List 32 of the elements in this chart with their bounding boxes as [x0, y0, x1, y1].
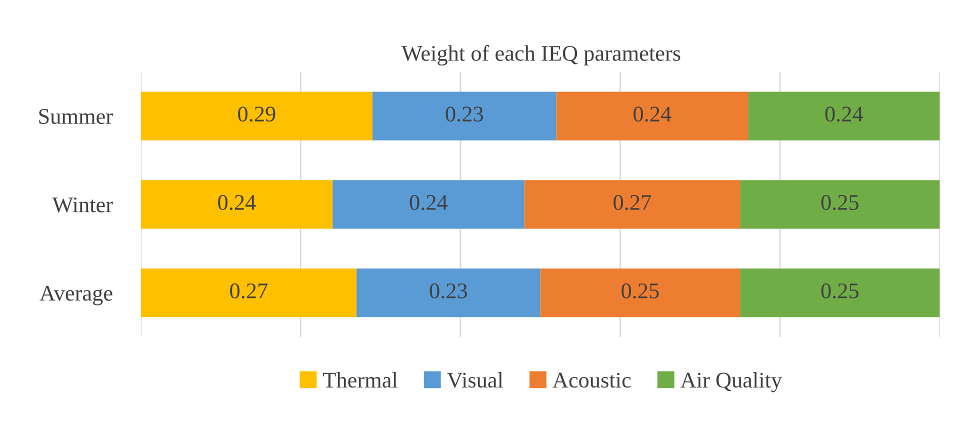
y-tick-label: Average	[40, 286, 112, 306]
bar	[140, 268, 357, 318]
bar	[748, 92, 940, 140]
bar	[356, 268, 540, 318]
y-tick-label: Summer	[39, 109, 113, 124]
bar	[524, 180, 740, 229]
data-label: 0.24	[825, 106, 864, 122]
data-label: 0.27	[230, 283, 268, 298]
data-label: 0.25	[821, 283, 859, 298]
data-label: 0.29	[238, 106, 276, 122]
data-label: 0.23	[446, 106, 483, 122]
bar	[140, 92, 373, 140]
bar	[740, 180, 940, 229]
chart-title: Weight of each IEQ parameters	[402, 45, 680, 66]
legend-label: Thermal	[323, 372, 398, 388]
bar	[556, 92, 748, 140]
bar	[740, 268, 940, 318]
bar	[332, 180, 524, 229]
legend-label: Air Quality	[680, 372, 782, 392]
bar	[372, 92, 556, 140]
y-tick-label: Winter	[52, 197, 113, 212]
data-label: 0.23	[430, 283, 468, 298]
data-label: 0.24	[410, 194, 448, 210]
data-label: 0.27	[614, 194, 651, 210]
bar	[540, 268, 740, 318]
data-label: 0.25	[821, 194, 859, 210]
bar	[140, 180, 333, 229]
legend-label: Acoustic	[552, 372, 631, 388]
data-label: 0.24	[218, 194, 256, 210]
legend-label: Visual	[447, 372, 504, 388]
data-label: 0.25	[622, 283, 659, 298]
data-label: 0.24	[634, 106, 672, 122]
